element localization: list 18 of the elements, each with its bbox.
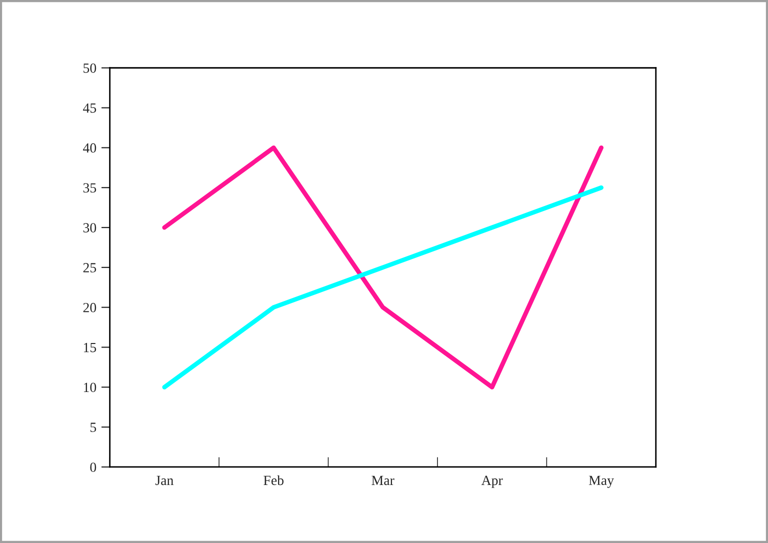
y-tick-label: 50 xyxy=(84,63,96,73)
y-tick-label: 35 xyxy=(83,183,96,193)
x-tick-label: Apr xyxy=(481,476,503,488)
y-tick-label: 45 xyxy=(83,103,96,113)
y-tick-label: 5 xyxy=(90,422,96,432)
y-tick-label: 20 xyxy=(83,302,96,312)
x-tick-label: Mar xyxy=(372,476,394,486)
y-tick-label: 25 xyxy=(83,263,96,272)
y-tick-label: 40 xyxy=(83,143,96,153)
y-tick-label: 0 xyxy=(90,462,96,472)
x-tick-label: May xyxy=(588,476,614,488)
x-tick-label: Jan xyxy=(155,476,174,486)
y-tick-label: 15 xyxy=(84,342,96,352)
line-series xyxy=(162,185,604,390)
x-tick-label: Feb xyxy=(264,475,284,486)
y-tick-label: 30 xyxy=(83,223,96,232)
y-tick-label: 10 xyxy=(84,382,96,392)
line-series xyxy=(162,145,604,390)
